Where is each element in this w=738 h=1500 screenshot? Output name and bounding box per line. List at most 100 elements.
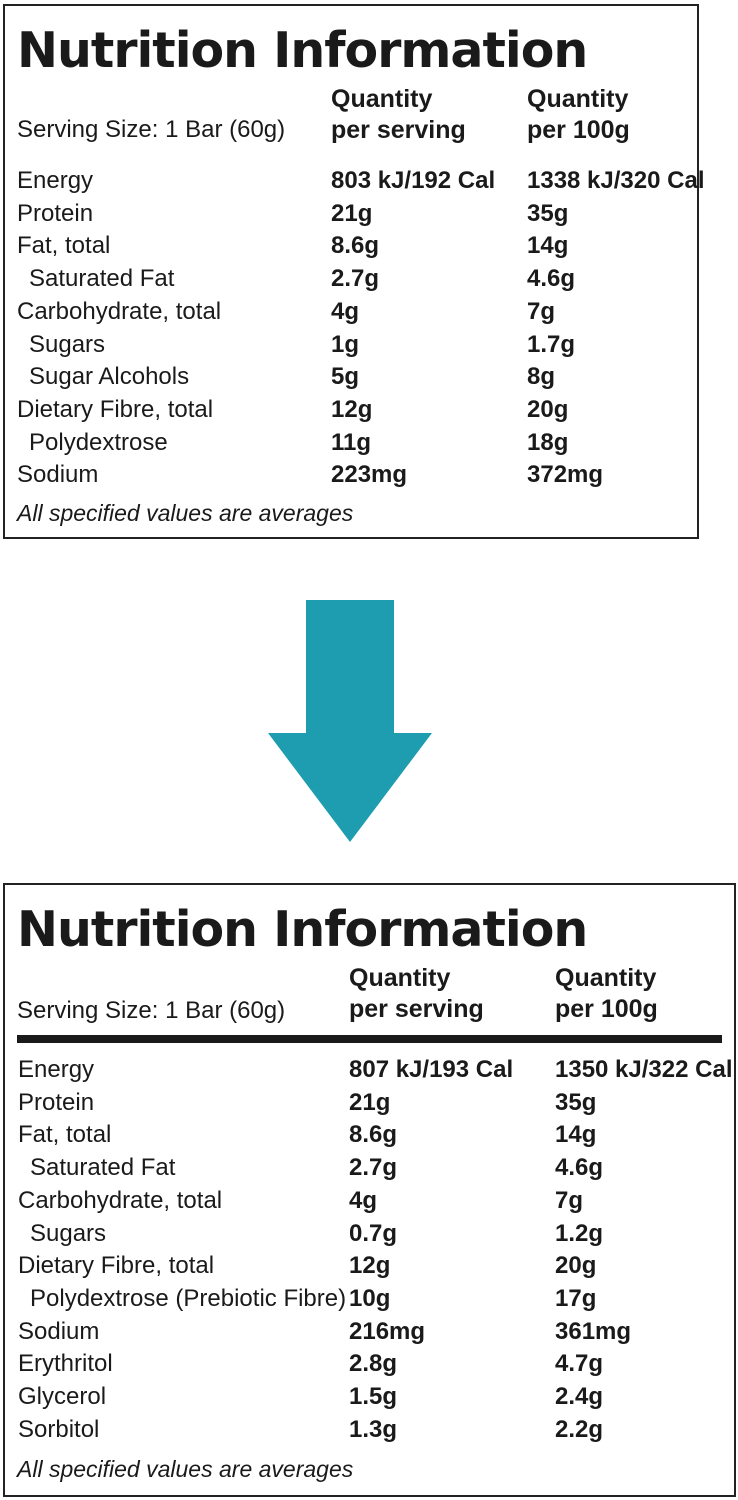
header-divider-rule (17, 1035, 722, 1043)
per-100g-value: 20g (555, 1252, 597, 1280)
table-row: Sugar Alcohols 5g 8g (5, 360, 697, 393)
table-row: Sugars 1g 1.7g (5, 328, 697, 361)
old-nutrition-panel: Nutrition Information Quantity per servi… (3, 4, 704, 539)
per-100g-value: 4.7g (555, 1350, 604, 1378)
panel-title: Nutrition Information (17, 901, 588, 958)
per-100g-value: 35g (527, 199, 569, 227)
table-row: Protein 21g 35g (5, 197, 697, 230)
per-100g-value: 7g (555, 1186, 584, 1214)
per-serving-value: 8.6g (331, 232, 380, 260)
per-100g-header: Quantity per 100g (555, 963, 658, 1025)
per-serving-header: Quantity per serving (349, 963, 484, 1025)
serving-size: Serving Size: 1 Bar (60g) (17, 116, 286, 143)
nutrient-label: Energy (17, 167, 94, 194)
per-serving-value: 1.5g (349, 1383, 398, 1410)
nutrient-label: Dietary Fibre, total (18, 1252, 215, 1280)
table-row: Erythritol 2.8g 4.7g (5, 1347, 734, 1380)
per-100g-value: 14g (555, 1121, 597, 1149)
table-row: Polydextrose 11g 18g (5, 426, 697, 459)
footnote: All specified values are averages (17, 500, 354, 526)
nutrient-label: Polydextrose (Prebiotic Fibre) (30, 1284, 347, 1312)
panel-title: Nutrition Information (17, 22, 588, 79)
table-row: Dietary Fibre, total 12g 20g (5, 1249, 734, 1282)
per-100g-header-line2: per 100g (555, 995, 658, 1023)
per-serving-value: 12g (331, 395, 373, 423)
per-100g-value: 372mg (527, 461, 604, 489)
nutrient-label: Sugars (29, 330, 106, 358)
serving-size: Serving Size: 1 Bar (60g) (17, 997, 286, 1024)
nutrient-label: Polydextrose (29, 428, 168, 456)
table-row: Energy 803 kJ/192 Cal 1338 kJ/320 Cal (5, 164, 704, 197)
per-100g-value: 4.6g (555, 1154, 604, 1182)
nutrient-label: Sorbitol (18, 1415, 100, 1443)
per-100g-header-line1: Quantity (527, 85, 629, 113)
per-serving-value: 803 kJ/192 Cal (331, 167, 496, 194)
per-serving-value: 2.8g (349, 1350, 398, 1378)
per-serving-value: 8.6g (349, 1121, 398, 1149)
per-serving-value: 10g (349, 1284, 391, 1312)
per-serving-value: 0.7g (349, 1219, 398, 1247)
per-serving-value: 1g (331, 330, 360, 358)
per-serving-value: 11g (331, 428, 372, 456)
nutrient-label: Erythritol (18, 1350, 113, 1378)
per-serving-header-line2: per serving (349, 995, 484, 1023)
per-serving-value: 4g (331, 297, 360, 325)
table-row: Glycerol 1.5g 2.4g (5, 1380, 734, 1413)
nutrient-label: Energy (18, 1056, 95, 1083)
per-100g-value: 361mg (555, 1317, 632, 1345)
per-serving-value: 4g (349, 1186, 378, 1214)
table-row: Sodium 216mg 361mg (5, 1315, 734, 1348)
per-100g-value: 1338 kJ/320 Cal (527, 167, 705, 194)
table-row: Dietary Fibre, total 12g 20g (5, 393, 697, 426)
per-serving-header: Quantity per serving (331, 84, 466, 146)
nutrient-label: Protein (17, 199, 94, 227)
table-row: Energy 807 kJ/193 Cal 1350 kJ/322 Cal (5, 1053, 734, 1086)
per-100g-value: 7g (527, 297, 556, 325)
nutrient-label: Carbohydrate, total (18, 1186, 223, 1214)
table-row: Sorbitol 1.3g 2.2g (5, 1413, 734, 1446)
table-row: Polydextrose (Prebiotic Fibre) 10g 17g (5, 1282, 734, 1315)
per-100g-value: 14g (527, 232, 569, 260)
footnote: All specified values are averages (17, 1456, 354, 1482)
per-100g-header-line1: Quantity (555, 964, 657, 992)
per-100g-value: 35g (555, 1088, 597, 1116)
per-100g-value: 2.4g (555, 1383, 604, 1410)
arrow-down-icon (268, 600, 432, 842)
per-serving-value: 21g (349, 1088, 391, 1116)
per-serving-value: 2.7g (331, 265, 380, 293)
per-serving-value: 216mg (349, 1317, 426, 1345)
nutrient-label: Protein (18, 1088, 95, 1116)
table-row: Saturated Fat 2.7g 4.6g (5, 1151, 734, 1184)
per-100g-value: 4.6g (527, 265, 576, 293)
table-row: Saturated Fat 2.7g 4.6g (5, 262, 697, 295)
per-100g-value: 8g (527, 363, 556, 391)
table-row: Sodium 223mg 372mg (5, 458, 697, 491)
nutrient-label: Glycerol (18, 1383, 107, 1410)
per-100g-value: 18g (527, 428, 569, 456)
per-100g-value: 1.7g (527, 330, 576, 358)
nutrient-label: Sugar Alcohols (29, 363, 190, 391)
per-serving-header-line1: Quantity (331, 85, 433, 113)
nutrient-label: Dietary Fibre, total (17, 395, 214, 423)
per-100g-value: 17g (555, 1284, 597, 1312)
nutrient-label: Saturated Fat (30, 1154, 176, 1182)
per-serving-header-line2: per serving (331, 116, 466, 144)
per-serving-header-line1: Quantity (349, 964, 451, 992)
per-100g-value: 1350 kJ/322 Cal (555, 1056, 733, 1083)
table-row: Sugars 0.7g 1.2g (5, 1217, 734, 1250)
nutrient-label: Saturated Fat (29, 265, 175, 293)
per-serving-value: 12g (349, 1252, 391, 1280)
nutrient-label: Sugars (30, 1219, 107, 1247)
per-100g-value: 20g (527, 395, 569, 423)
new-nutrition-panel: Nutrition Information Quantity per servi… (3, 883, 736, 1497)
per-100g-header-line2: per 100g (527, 116, 630, 144)
per-serving-value: 21g (331, 199, 373, 227)
per-serving-value: 223mg (331, 461, 408, 489)
nutrient-label: Sodium (18, 1317, 100, 1345)
per-100g-value: 2.2g (555, 1415, 604, 1443)
per-100g-header: Quantity per 100g (527, 84, 630, 146)
per-100g-value: 1.2g (555, 1219, 604, 1247)
per-serving-value: 807 kJ/193 Cal (349, 1056, 514, 1083)
table-row: Fat, total 8.6g 14g (5, 1118, 734, 1151)
table-row: Fat, total 8.6g 14g (5, 229, 697, 262)
